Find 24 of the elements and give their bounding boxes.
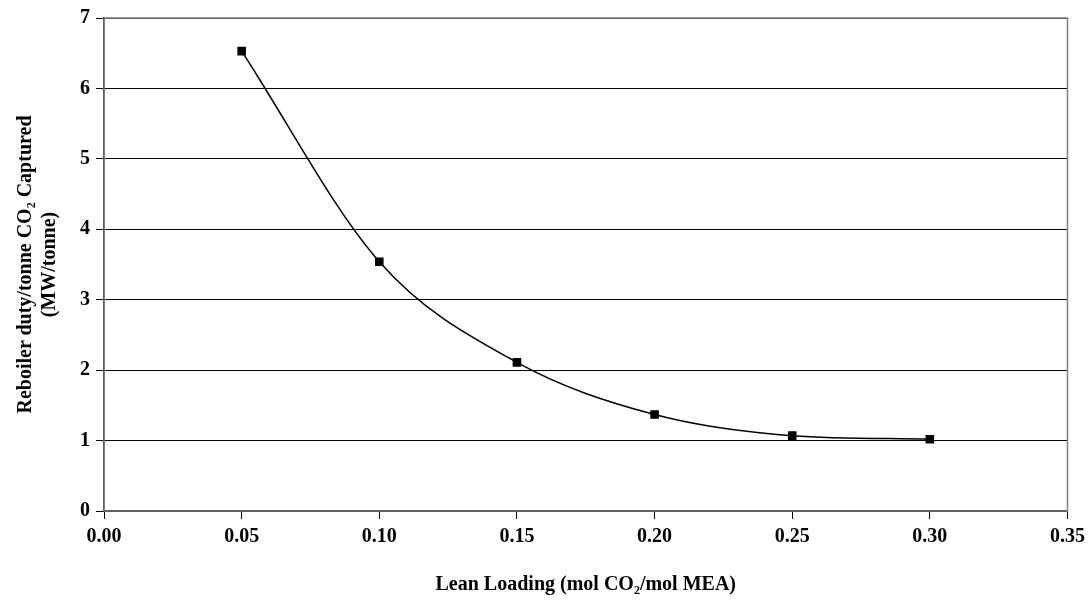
x-tick-label: 0.30 (912, 524, 948, 547)
x-tick-label: 0.35 (1050, 524, 1085, 547)
y-tick-label: 5 (80, 146, 90, 169)
y-tick-label: 1 (80, 427, 90, 450)
x-axis-title: Lean Loading (mol CO₂/mol MEA) (435, 572, 736, 596)
y-axis-title: Reboiler duty/tonne CO₂ Captured (MW/tonne) (13, 115, 61, 414)
y-tick-label: 3 (80, 286, 90, 309)
x-tick-label: 0.10 (361, 524, 397, 547)
y-tick-label: 6 (80, 75, 90, 98)
y-tick-label: 0 (80, 498, 90, 521)
y-tick-label: 7 (80, 5, 90, 28)
y-tick-label: 4 (80, 216, 90, 239)
point (375, 257, 384, 266)
y-tick-label: 2 (80, 357, 90, 380)
x-tick-label: 0.05 (224, 524, 260, 547)
point (650, 410, 659, 419)
x-tick-label: 0.20 (637, 524, 673, 547)
point (237, 46, 246, 56)
x-tick-label: 0.15 (499, 524, 535, 547)
point (512, 358, 522, 367)
x-tick-label: 0.25 (774, 524, 810, 547)
point (925, 434, 935, 444)
x-tick-label: 0.00 (86, 524, 122, 547)
point (787, 431, 797, 440)
